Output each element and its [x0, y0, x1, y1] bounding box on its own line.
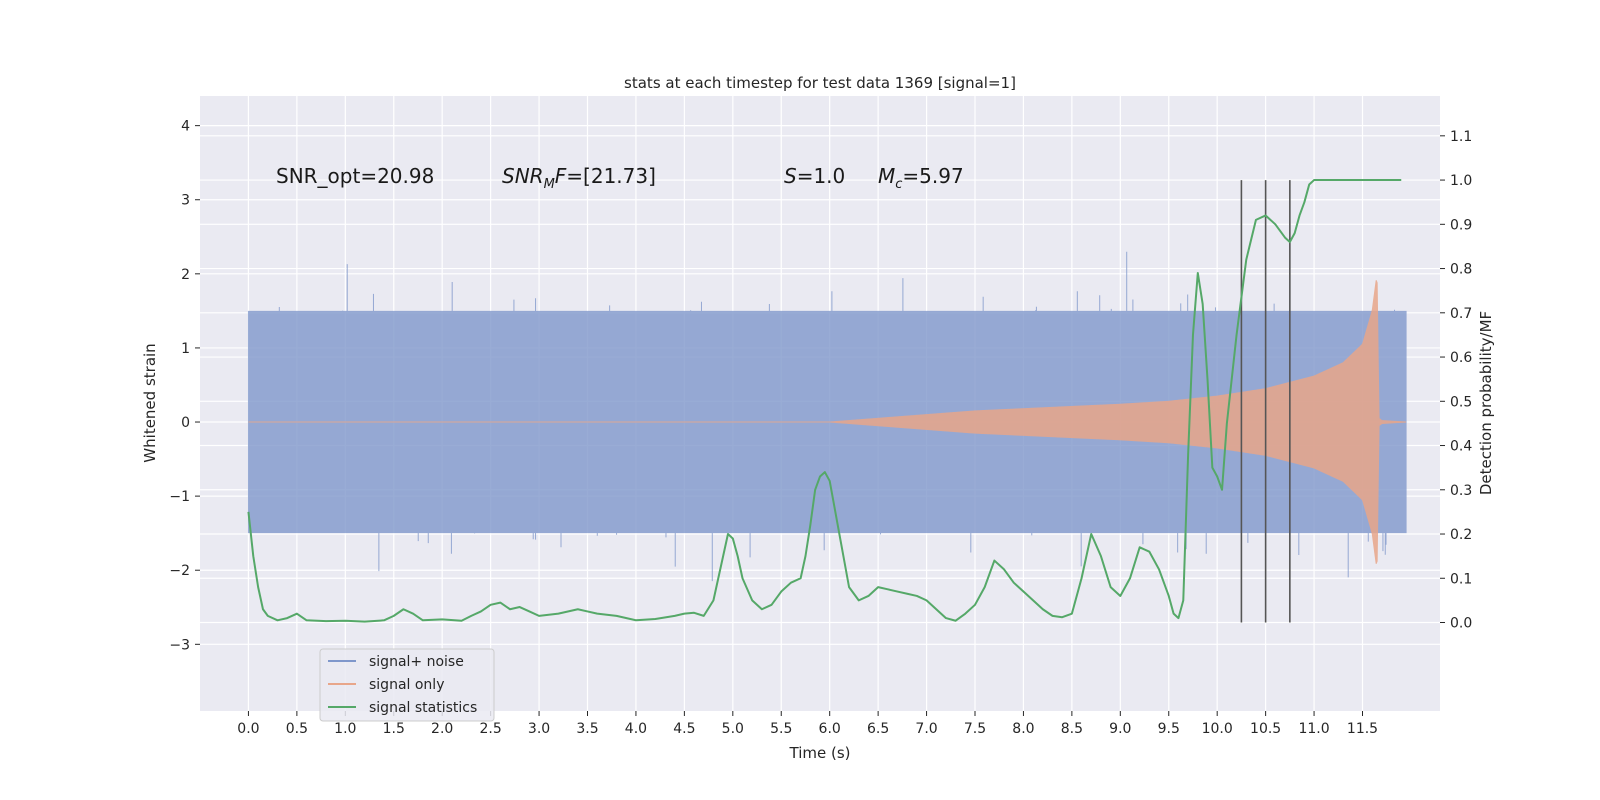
y-tick-label-7: 4: [181, 119, 190, 135]
legend-label-signal-noise: signal+ noise: [369, 654, 464, 670]
axes-layer: 0.0 0.5 1.0 1.5 2.0 2.5 3.0 3.5 4.0 4.5 5.0 5.5 6.0 6…: [169, 119, 1472, 737]
y-right-tick-label-6: 0.6: [1450, 350, 1472, 366]
annotation-snr-opt: SNR_opt=20.98: [276, 164, 434, 188]
y-tick-label-6: 3: [181, 193, 190, 209]
y-tick-label-5: 2: [181, 267, 190, 283]
chart-title: stats at each timestep for test data 136…: [624, 74, 1016, 92]
x-tick-label-11: 5.5: [770, 721, 792, 737]
series-signal-statistics: [247, 179, 1402, 623]
y-tick-label-1: −2: [169, 563, 190, 579]
annotation-s: S=1.0: [784, 164, 845, 188]
y-tick-label-4: 1: [181, 341, 190, 357]
annotation-mc-name: M: [878, 164, 895, 188]
data-layer: [247, 179, 1407, 623]
y-right-tick-label-1: 0.1: [1450, 571, 1472, 587]
annotation-s-name: S: [784, 164, 797, 188]
x-tick-label-8: 4.0: [625, 721, 647, 737]
x-tick-label-5: 2.5: [479, 721, 501, 737]
x-tick-label-0: 0.0: [237, 721, 259, 737]
y-tick-label-2: −1: [169, 489, 190, 505]
x-tick-label-18: 9.0: [1109, 721, 1131, 737]
annotation-snr-mf-value: =[21.73]: [566, 164, 656, 188]
x-tick-label-22: 11.0: [1298, 721, 1329, 737]
legend-label-signal-only: signal only: [369, 677, 444, 693]
x-axis-title: Time (s): [789, 744, 851, 762]
y-right-tick-label-3: 0.3: [1450, 483, 1472, 499]
x-tick-label-6: 3.0: [528, 721, 550, 737]
annotation-mc-value: =5.97: [902, 164, 963, 188]
x-tick-label-13: 6.5: [867, 721, 889, 737]
annotation-snr-mf: SNRMF=[21.73]: [502, 164, 656, 192]
y-axis-right-title: Detection probability/MF: [1477, 311, 1495, 495]
legend-label-signal-statistics: signal statistics: [369, 700, 477, 716]
x-tick-label-20: 10.0: [1202, 721, 1233, 737]
y-right-tick-label-9: 0.9: [1450, 217, 1472, 233]
x-tick-label-7: 3.5: [576, 721, 598, 737]
y-right-tick-label-7: 0.7: [1450, 306, 1472, 322]
annotation-s-value: =1.0: [797, 164, 846, 188]
annotation-mc: Mc=5.97: [878, 164, 964, 192]
annotation-snr-mf-name: SNR: [502, 164, 544, 188]
x-tick-label-14: 7.0: [915, 721, 937, 737]
y-right-tick-label-2: 0.2: [1450, 527, 1472, 543]
y-right-tick-label-0: 0.0: [1450, 616, 1472, 632]
x-tick-label-3: 1.5: [383, 721, 405, 737]
y-right-tick-label-5: 0.5: [1450, 394, 1472, 410]
y-right-tick-label-8: 0.8: [1450, 262, 1472, 278]
x-tick-label-10: 5.0: [722, 721, 744, 737]
x-tick-label-17: 8.5: [1061, 721, 1083, 737]
x-tick-label-2: 1.0: [334, 721, 356, 737]
x-tick-label-15: 7.5: [964, 721, 986, 737]
x-tick-label-4: 2.0: [431, 721, 453, 737]
y-tick-label-0: −3: [169, 637, 190, 653]
x-tick-label-21: 10.5: [1250, 721, 1281, 737]
y-right-tick-label-10: 1.0: [1450, 173, 1472, 189]
x-tick-label-16: 8.0: [1012, 721, 1034, 737]
x-tick-label-23: 11.5: [1347, 721, 1378, 737]
annotation-snr-mf-rest: F: [555, 164, 567, 188]
x-tick-label-1: 0.5: [286, 721, 308, 737]
x-tick-label-12: 6.0: [819, 721, 841, 737]
series-signal-only: [248, 280, 1407, 564]
x-tick-label-19: 9.5: [1158, 721, 1180, 737]
annotation-snr-mf-sub: M: [544, 177, 555, 192]
annotation-mc-sub: c: [895, 177, 902, 192]
x-tick-label-9: 4.5: [673, 721, 695, 737]
legend: signal+ noise signal only signal statist…: [319, 648, 495, 722]
y-right-tick-label-4: 0.4: [1450, 439, 1472, 455]
y-right-tick-label-11: 1.1: [1450, 129, 1472, 145]
y-axis-title: Whitened strain: [141, 343, 159, 462]
y-tick-label-3: 0: [181, 415, 190, 431]
legend-box: [319, 648, 495, 722]
